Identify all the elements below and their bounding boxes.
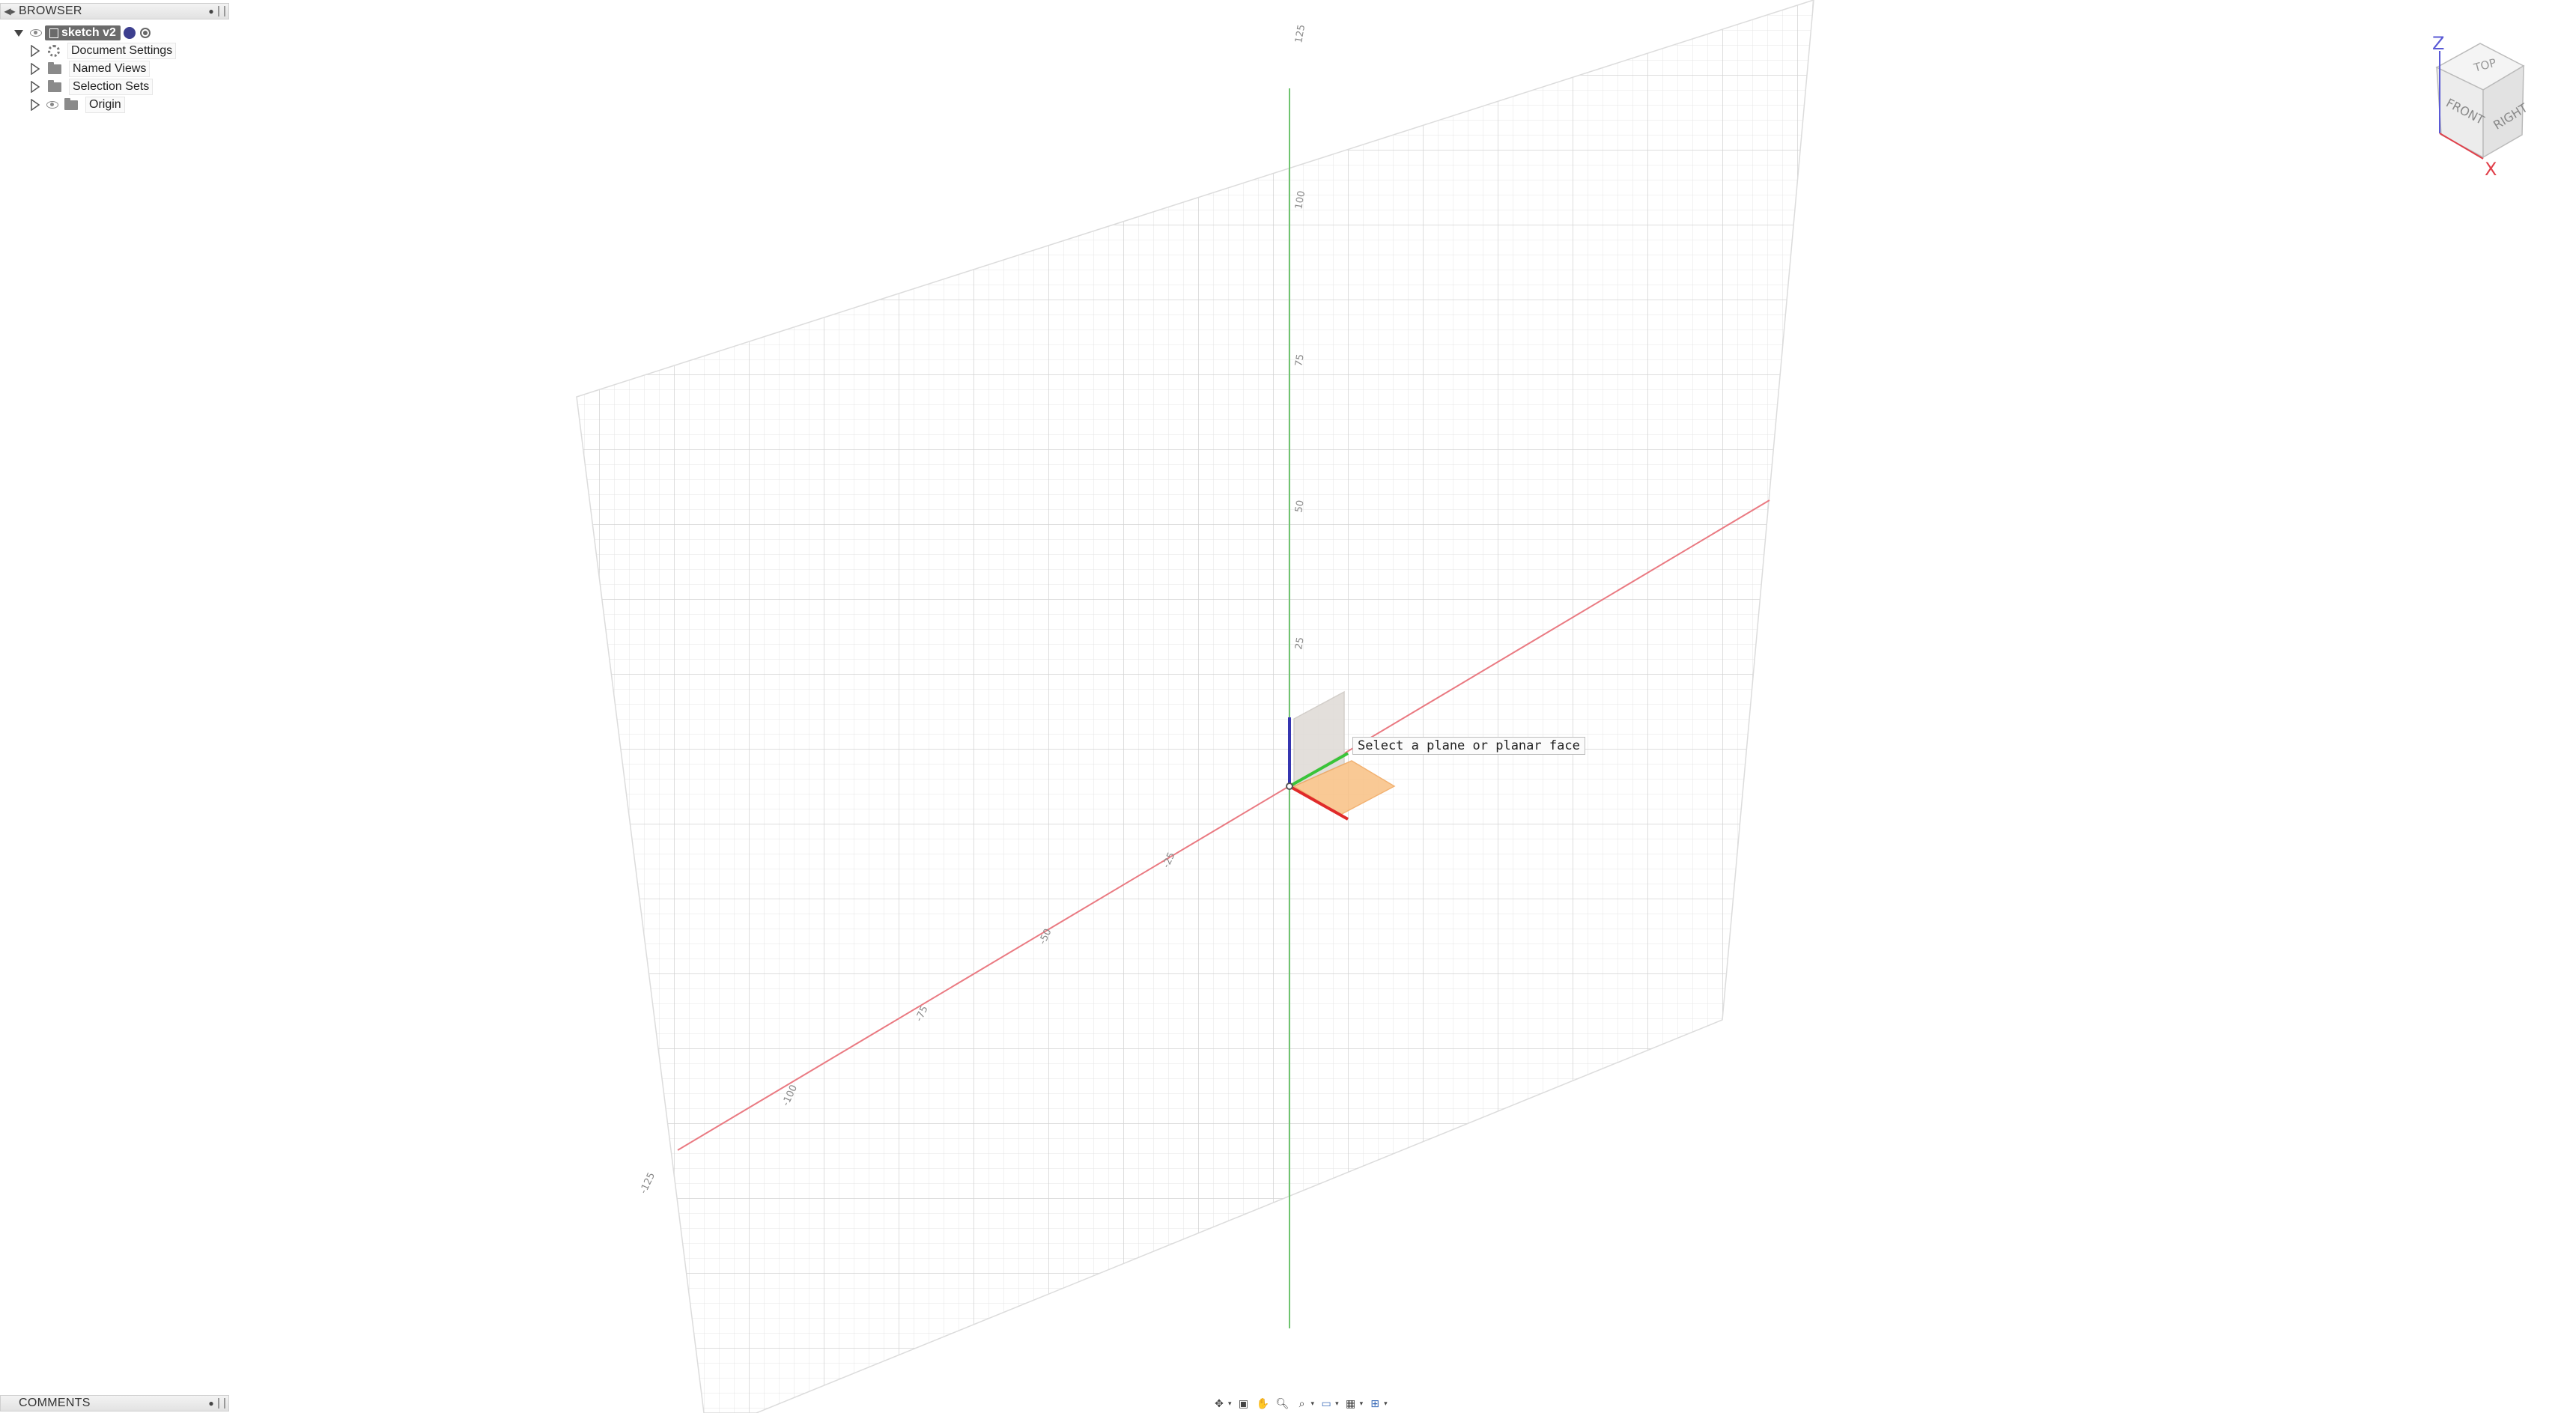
browser-title: BROWSER — [19, 4, 82, 17]
origin-triad — [1286, 717, 1349, 821]
folder-icon — [64, 97, 78, 110]
comments-panel-header[interactable]: COMMENTS ● — [0, 1395, 229, 1412]
viewports-icon[interactable]: ⊞ — [1370, 1397, 1379, 1409]
orbit-icon[interactable]: ✥ — [1215, 1397, 1224, 1409]
view-cube-x-label: X — [2485, 159, 2497, 180]
browser-item-label: Document Settings — [67, 43, 177, 59]
fit-icon[interactable]: ⌕ — [1298, 1397, 1305, 1409]
browser-panel-header[interactable]: ◀▸ BROWSER ● — [0, 3, 229, 19]
browser-item-label: Origin — [85, 97, 125, 113]
browser-item-named-views[interactable]: Named Views — [27, 60, 151, 78]
document-name: sketch v2 — [61, 26, 116, 39]
browser-options-icon[interactable]: ● — [208, 6, 214, 16]
expand-right-icon[interactable] — [30, 98, 40, 112]
selection-prompt-tooltip: Select a plane or planar face — [1352, 737, 1585, 755]
grid-settings-icon[interactable]: ▦ — [1345, 1397, 1356, 1409]
browser-root-row[interactable]: sketch v2 — [10, 24, 151, 42]
comments-options-icon[interactable]: ● — [208, 1398, 214, 1409]
view-cube-right-face[interactable] — [2482, 64, 2524, 159]
z-tick-label: 75 — [1293, 353, 1307, 368]
folder-icon — [48, 61, 61, 74]
view-cube-z-label: Z — [2432, 33, 2444, 54]
expand-down-icon[interactable] — [14, 29, 23, 37]
z-tick-label: 25 — [1293, 636, 1307, 651]
z-tick-label: 125 — [1293, 24, 1307, 44]
chevron-down-icon[interactable]: ▾ — [1310, 1399, 1315, 1407]
browser-item-origin[interactable]: Origin — [27, 96, 125, 114]
pan-icon[interactable]: ✋ — [1256, 1397, 1270, 1409]
expand-right-icon[interactable] — [30, 80, 40, 94]
expand-right-icon[interactable] — [30, 62, 40, 76]
z-tick-label: 100 — [1293, 190, 1307, 210]
panel-grip-icon[interactable] — [218, 1398, 225, 1409]
document-icon — [49, 28, 58, 38]
chevron-down-icon[interactable]: ▾ — [1359, 1399, 1364, 1407]
eye-icon[interactable] — [30, 29, 42, 37]
document-name-badge[interactable]: sketch v2 — [45, 25, 121, 40]
panel-grip-icon[interactable] — [218, 6, 225, 16]
grid-plane — [576, 0, 1814, 1413]
view-cube-x-axis — [2439, 133, 2484, 159]
view-cube[interactable]: TOP FRONT RIGHT Z X — [2411, 30, 2561, 187]
browser-item-label: Named Views — [69, 61, 151, 77]
chevron-down-icon[interactable]: ▾ — [1228, 1399, 1232, 1407]
look-at-icon[interactable]: ▣ — [1238, 1397, 1249, 1409]
x-axis-line — [677, 499, 1770, 1151]
zoom-icon[interactable]: 🔍︎ — [1275, 1397, 1289, 1409]
folder-icon — [48, 79, 61, 92]
chevron-down-icon[interactable]: ▾ — [1384, 1399, 1388, 1407]
chevron-down-icon[interactable]: ▾ — [1335, 1399, 1339, 1407]
x-tick-label: -125 — [638, 1171, 657, 1196]
browser-item-label: Selection Sets — [69, 79, 154, 95]
browser-item-document-settings[interactable]: Document Settings — [27, 42, 177, 60]
collapse-left-icon[interactable]: ◀▸ — [4, 6, 16, 16]
z-tick-label: 50 — [1293, 499, 1307, 514]
gear-icon — [48, 45, 60, 57]
version-badge-icon[interactable] — [123, 27, 136, 39]
eye-icon[interactable] — [46, 101, 58, 109]
navigation-toolbar: ✥ ▾ ▣ ✋ 🔍︎ ⌕ ▾ ▭ ▾ ▦ ▾ ⊞ ▾ — [1212, 1396, 1388, 1411]
comments-title: COMMENTS — [19, 1397, 91, 1409]
expand-right-icon[interactable] — [30, 44, 40, 58]
browser-item-selection-sets[interactable]: Selection Sets — [27, 78, 154, 96]
activate-target-icon[interactable] — [139, 28, 151, 38]
display-settings-icon[interactable]: ▭ — [1321, 1397, 1331, 1409]
